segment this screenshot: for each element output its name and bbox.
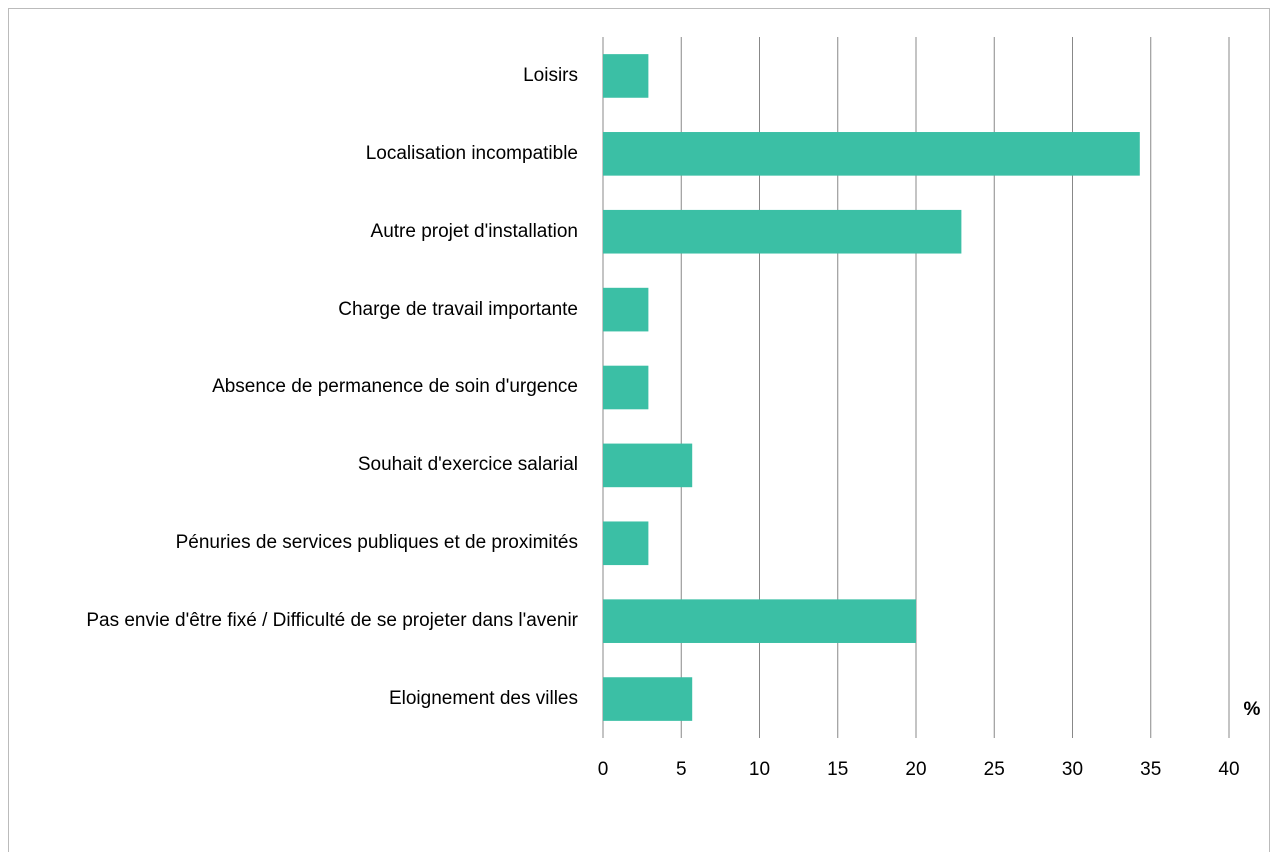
bar: [603, 54, 649, 98]
x-axis-label: %: [1244, 699, 1261, 720]
bar: [603, 677, 693, 721]
y-tick-label: Loisirs: [523, 64, 578, 86]
y-tick-label: Autre projet d'installation: [370, 220, 578, 242]
bar: [603, 521, 649, 566]
y-tick-label: Localisation incompatible: [365, 142, 578, 164]
bar: [603, 599, 916, 643]
y-tick-label: Eloignement des villes: [388, 688, 578, 710]
bar: [603, 287, 649, 332]
x-tick-label: 15: [827, 759, 848, 780]
x-tick-label: 30: [1062, 759, 1083, 780]
x-tick-label: 40: [1218, 759, 1239, 780]
bar: [603, 443, 693, 488]
bar: [603, 132, 1140, 176]
x-tick-label: 35: [1140, 759, 1161, 780]
y-tick-label: Pénuries de services publiques et de pro…: [175, 532, 578, 554]
x-tick-label: 25: [984, 759, 1005, 780]
y-tick-label: Souhait d'exercice salarial: [357, 454, 578, 476]
y-tick-label: Charge de travail importante: [338, 298, 578, 320]
x-tick-label: 5: [676, 759, 687, 780]
bar: [603, 365, 649, 410]
x-tick-label: 0: [598, 759, 609, 780]
x-tick-label: 10: [749, 759, 770, 780]
bar: [603, 209, 962, 254]
y-tick-label: Pas envie d'être fixé / Difficulté de se…: [86, 610, 578, 632]
y-tick-label: Absence de permanence de soin d'urgence: [212, 376, 578, 398]
frame: [8, 8, 1270, 852]
x-tick-label: 20: [905, 759, 926, 780]
